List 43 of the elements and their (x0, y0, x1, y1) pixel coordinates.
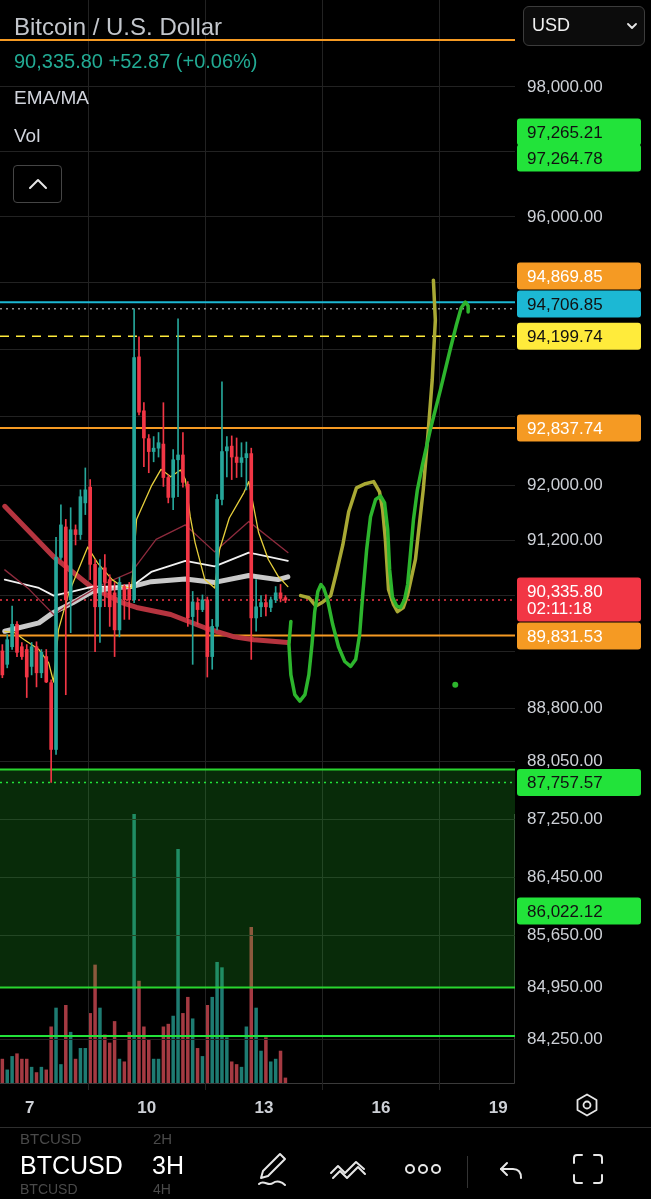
text: 97,265.21 (527, 122, 603, 142)
x-tick-label: 13 (254, 1097, 274, 1117)
x-tick-label: 19 (488, 1097, 508, 1117)
bar (103, 1034, 107, 1083)
currency-dropdown: USD (523, 6, 645, 46)
ref-line-label: 94,199.74 (527, 326, 603, 346)
bar (93, 964, 97, 1083)
text: Bitcoin / U.S. Dollar (14, 13, 223, 41)
bar (127, 1031, 131, 1083)
ref-line-label: 92,837.74 (527, 418, 603, 438)
candlestick (225, 436, 229, 478)
x-tick-label: 10 (137, 1097, 157, 1117)
x-tick-label: 16 (371, 1097, 391, 1117)
x-tick-label: 7 (24, 1097, 35, 1117)
y-tick-label: 87,250.00 (527, 808, 603, 828)
y-tick-label: 96,000.00 (527, 206, 603, 226)
candlestick (190, 591, 195, 665)
y-tick-label: 84,250.00 (527, 1029, 603, 1049)
bar (49, 1026, 53, 1083)
y-tick-label: 92,000.00 (527, 474, 603, 494)
toolbar: BTCUSD 2H BTCUSD 3H BTCUSD 4H (0, 1127, 651, 1199)
bar (264, 1037, 268, 1083)
ref-line-label: 94,706.85 (527, 294, 603, 314)
text: 97,264.78 (527, 148, 603, 168)
y-tick-label: 91,200.00 (527, 529, 603, 549)
text: 86,022.12 (527, 901, 603, 921)
text: 94,869.85 (527, 266, 603, 286)
bar (64, 1004, 68, 1083)
ref-line-label: 87,757.57 (527, 773, 603, 793)
text: 90,335.80 +52.87 (+0.06%) (14, 50, 258, 73)
y-tick-label: 88,050.00 (527, 751, 603, 771)
bar (132, 814, 136, 1083)
y-tick-label: 98,000.00 (527, 76, 603, 96)
ref-line-label: 89,831.53 (527, 626, 603, 646)
annotation: Vol (14, 125, 41, 147)
ref-line-label: 90,335.80 02:11:18 (527, 581, 603, 618)
y-tick-label: 88,800.00 (527, 697, 603, 717)
y-tick-label: 86,450.00 (527, 866, 603, 886)
y-tick-label: 84,950.00 (527, 977, 603, 997)
annotation: EMA/MA (14, 87, 89, 109)
bar (98, 1007, 102, 1083)
y-tick-label: 85,650.00 (527, 925, 603, 945)
bar (269, 1061, 273, 1083)
